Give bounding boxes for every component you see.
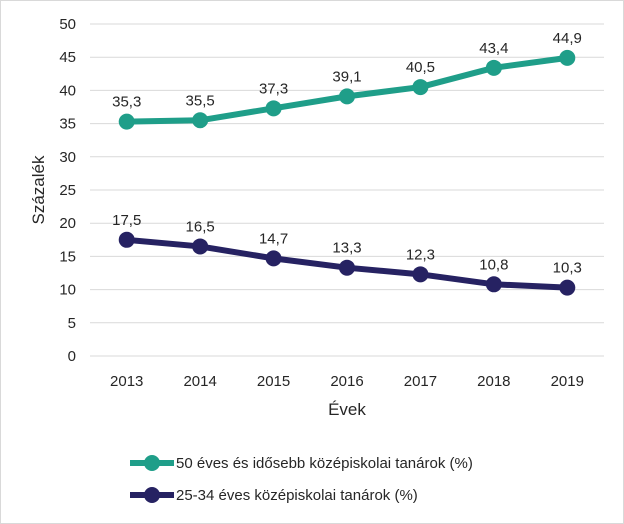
data-label: 16,5 xyxy=(186,218,215,235)
legend: 50 éves és idősebb középiskolai tanárok … xyxy=(130,455,473,504)
x-tick-label: 2018 xyxy=(477,373,510,390)
x-tick-label: 2019 xyxy=(551,373,584,390)
legend-entry: 25-34 éves középiskolai tanárok (%) xyxy=(176,487,418,504)
legend-entry: 50 éves és idősebb középiskolai tanárok … xyxy=(176,455,473,472)
data-label: 17,5 xyxy=(112,212,141,229)
data-point xyxy=(265,100,282,117)
y-tick-label: 15 xyxy=(59,248,76,265)
data-labels: 35,3 35,5 37,3 39,1 40,5 43,4 44,9 17,5 16,5 14,7… xyxy=(112,30,582,277)
y-tick-label: 5 xyxy=(68,315,76,332)
data-point xyxy=(412,266,429,283)
x-tick-label: 2013 xyxy=(110,373,143,390)
y-tick-label: 45 xyxy=(59,49,76,66)
data-point xyxy=(412,79,429,96)
x-tick-label: 2017 xyxy=(404,373,437,390)
legend-marker xyxy=(144,487,160,503)
x-tick-label: 2015 xyxy=(257,373,290,390)
data-point xyxy=(485,59,502,76)
y-tick-label: 40 xyxy=(59,82,76,99)
y-tick-label: 50 xyxy=(59,16,76,33)
data-point xyxy=(339,259,355,276)
data-label: 12,3 xyxy=(406,246,435,263)
data-label: 40,5 xyxy=(406,59,435,76)
x-tick-label: 2016 xyxy=(330,373,363,390)
data-label: 35,3 xyxy=(112,94,141,111)
y-tick-label: 0 xyxy=(68,348,76,365)
y-tick-label: 20 xyxy=(59,215,76,232)
y-tick-labels: 0 5 10 15 20 25 30 35 40 45 50 xyxy=(59,16,76,365)
y-tick-label: 35 xyxy=(59,116,76,133)
data-label: 13,3 xyxy=(332,240,361,257)
data-point xyxy=(265,250,282,267)
data-label: 39,1 xyxy=(332,68,361,85)
data-label: 14,7 xyxy=(259,230,288,247)
data-label: 43,4 xyxy=(479,40,508,57)
data-point xyxy=(192,238,209,255)
data-point xyxy=(559,279,576,296)
data-point xyxy=(485,276,502,293)
y-tick-label: 30 xyxy=(59,149,76,166)
series-lines xyxy=(118,49,576,296)
data-label: 37,3 xyxy=(259,80,288,97)
data-point xyxy=(339,88,355,105)
data-point xyxy=(559,49,576,66)
x-tick-labels: 2013 2014 2015 2016 2017 2018 2019 xyxy=(110,373,584,390)
x-axis-title: Évek xyxy=(328,400,366,419)
data-label: 35,5 xyxy=(186,92,215,109)
legend-marker xyxy=(144,455,160,471)
x-tick-label: 2014 xyxy=(183,373,216,390)
y-tick-label: 10 xyxy=(59,282,76,299)
data-point xyxy=(118,231,135,248)
data-label: 10,3 xyxy=(553,260,582,277)
y-axis-title: Százalék xyxy=(29,155,48,224)
y-tick-label: 25 xyxy=(59,182,76,199)
data-point xyxy=(192,112,209,129)
data-label: 44,9 xyxy=(553,30,582,47)
data-point xyxy=(118,113,135,130)
data-label: 10,8 xyxy=(479,256,508,273)
